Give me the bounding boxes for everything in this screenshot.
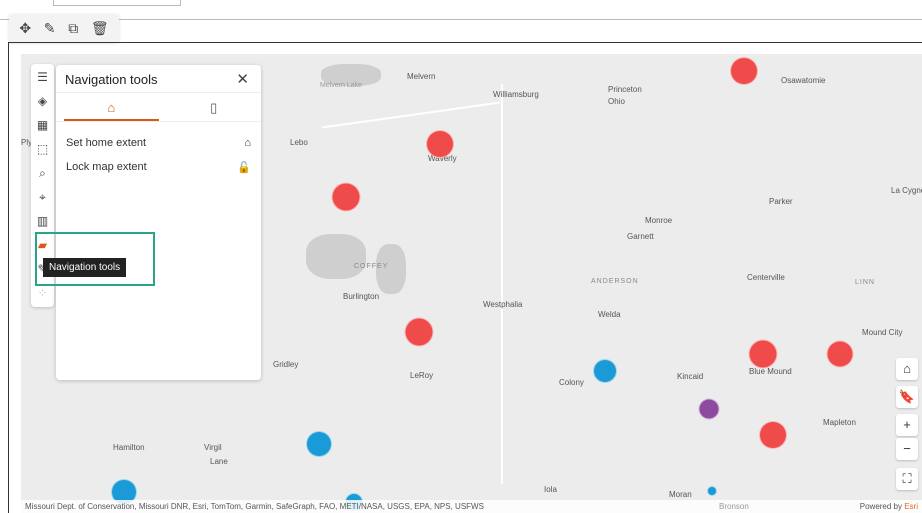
qr-code-icon[interactable]: ▦ — [36, 118, 49, 132]
search-icon[interactable]: ⌕ — [39, 166, 46, 180]
map-label: COFFEY — [354, 263, 389, 270]
map-label: Moran — [669, 490, 692, 499]
map-label: LeRoy — [410, 371, 434, 380]
menu-icon[interactable]: ☰ — [37, 70, 48, 84]
map-point[interactable] — [698, 398, 720, 420]
layers-icon[interactable]: ◈ — [37, 94, 48, 108]
map-label: Mound City — [862, 328, 903, 337]
map-point[interactable] — [331, 182, 361, 212]
map-label: Ply — [21, 138, 33, 147]
divider — [0, 19, 922, 20]
select-icon[interactable]: ⬚ — [36, 142, 49, 156]
zoom-in-button[interactable]: + — [896, 414, 918, 436]
map-label: Kincaid — [677, 372, 704, 381]
chart-icon[interactable]: ▥ — [36, 214, 49, 228]
map-label: Lebo — [290, 138, 308, 147]
esri-link[interactable]: Esri — [904, 502, 918, 511]
zoom-out-button[interactable]: − — [896, 438, 918, 460]
map-point[interactable] — [707, 486, 717, 496]
navigation-tools-panel: Navigation tools ✕ ⌂ ▯ Set home extent ⌂… — [56, 65, 261, 380]
map-label: Waverly — [428, 154, 457, 163]
map-label: Ohio — [608, 97, 625, 106]
attribution-text: Missouri Dept. of Conservation, Missouri… — [25, 502, 484, 511]
home-extent-icon[interactable]: ⌂ — [244, 137, 251, 149]
lake — [321, 64, 381, 86]
set-home-extent-row[interactable]: Set home extent ⌂ — [66, 137, 251, 149]
map-label: Monroe — [645, 216, 673, 225]
map-point[interactable] — [426, 130, 454, 158]
map-label: Virgil — [204, 443, 222, 452]
set-home-extent-label: Set home extent — [66, 137, 147, 149]
widget-toolbar: ✥ ✎ ⧉ 🗑 — [9, 14, 119, 42]
map-label: Williamsburg — [493, 90, 539, 99]
map-label: Melvern — [407, 72, 436, 81]
map-point[interactable] — [730, 57, 758, 85]
move-icon[interactable]: ✥ — [19, 19, 32, 36]
lake — [306, 234, 366, 279]
duplicate-icon[interactable]: ⧉ — [68, 19, 79, 36]
unlock-icon[interactable]: 🔓 — [237, 162, 251, 174]
home-button[interactable]: ⌂ — [896, 358, 918, 380]
tab-bookmarks[interactable]: ▯ — [210, 100, 218, 115]
delete-icon[interactable]: 🗑 — [90, 19, 109, 36]
highlight-box — [35, 232, 155, 286]
map-label: Lane — [210, 457, 228, 466]
road — [501, 84, 503, 484]
road — [321, 101, 501, 129]
powered-by-text: Powered by — [859, 502, 905, 511]
close-icon[interactable]: ✕ — [236, 71, 249, 88]
map-label: Westphalia — [483, 300, 523, 309]
lake — [376, 244, 406, 294]
map-label: Hamilton — [113, 443, 145, 452]
query-icon[interactable]: ⌖ — [39, 190, 46, 204]
map-label: Bronson — [719, 502, 749, 511]
navigation-tools-icon[interactable]: ▰ — [37, 238, 48, 252]
map-point[interactable] — [748, 339, 778, 369]
map-label: Blue Mound — [749, 367, 792, 376]
map-label: Osawatomie — [781, 76, 826, 85]
panel-title: Navigation tools — [65, 72, 158, 87]
edit-icon[interactable]: ✎ — [43, 19, 56, 36]
map-label: Burlington — [343, 292, 380, 301]
map-label: ANDERSON — [591, 278, 639, 285]
map-point[interactable] — [306, 431, 332, 457]
map-label: Gridley — [273, 360, 299, 369]
map-point[interactable] — [759, 421, 787, 449]
map-point[interactable] — [404, 317, 434, 347]
attribution: Missouri Dept. of Conservation, Missouri… — [21, 500, 922, 513]
map-label: Mapleton — [823, 418, 856, 427]
map-label: Melvern Lake — [320, 82, 363, 89]
map-label: La Cygne — [891, 186, 922, 195]
top-box — [53, 0, 181, 6]
map-point[interactable] — [826, 340, 854, 368]
bookmark-button[interactable]: 🔖 — [896, 386, 918, 408]
footprints-icon[interactable]: ⁘ — [37, 286, 48, 300]
panel-tabs: ⌂ ▯ — [56, 92, 261, 122]
map-label: Parker — [769, 197, 793, 206]
map-label: Centerville — [747, 273, 785, 282]
tooltip: Navigation tools — [43, 258, 127, 277]
map-point[interactable] — [593, 359, 617, 383]
map-label: Garnett — [627, 232, 654, 241]
map-label: Colony — [559, 378, 584, 387]
fullscreen-button[interactable]: ⛶ — [896, 468, 918, 490]
map-label: Iola — [544, 485, 557, 494]
map-label: Welda — [598, 310, 621, 319]
map-label: Princeton — [608, 85, 642, 94]
lock-map-extent-row[interactable]: Lock map extent 🔓 — [66, 161, 251, 174]
lock-map-extent-label: Lock map extent — [66, 161, 147, 173]
powered-by[interactable]: Powered by Esri — [860, 502, 918, 511]
map-label: LINN — [855, 279, 875, 286]
edit-icon[interactable]: ✎ — [37, 260, 47, 278]
widget-frame — [8, 42, 922, 513]
tab-home-extent[interactable]: ⌂ — [64, 93, 159, 121]
